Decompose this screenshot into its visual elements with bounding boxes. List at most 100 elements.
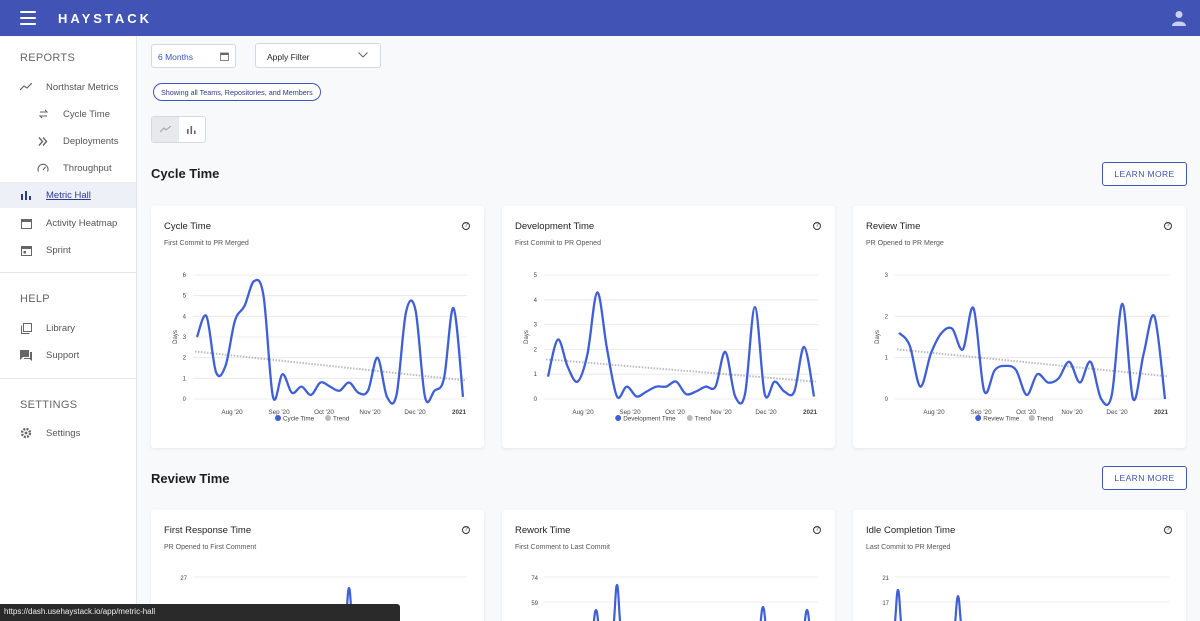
legend-label: Trend (1037, 416, 1054, 423)
y-axis-label: Days (173, 330, 179, 344)
x-tick-label: Nov '20 (1061, 409, 1083, 416)
x-tick-label: 2021 (452, 409, 467, 416)
help-icon[interactable]: ? (1164, 526, 1172, 534)
filter-label: Apply Filter (267, 52, 310, 62)
sidebar-item-label: Throughput (63, 162, 112, 174)
series-line (898, 302, 1167, 407)
line-chart-toggle[interactable] (152, 117, 179, 142)
settings-section-title: SETTINGS (20, 399, 78, 411)
help-icon[interactable]: ? (813, 222, 821, 230)
y-axis-label: Days (524, 330, 530, 344)
chart-idle-completion-time: 21 17 (882, 576, 1169, 621)
chart-first-response-time: 27 (180, 576, 467, 621)
y-tick-label: 0 (885, 397, 889, 403)
x-tick-label: Sep '20 (970, 409, 992, 416)
help-section-title: HELP (20, 293, 50, 305)
y-tick-label: 59 (531, 601, 538, 607)
x-tick-label: Aug '20 (221, 409, 243, 416)
learn-more-button[interactable]: LEARN MORE (1102, 466, 1187, 490)
legend-marker (1028, 415, 1035, 421)
x-tick-label: Nov '20 (359, 409, 381, 416)
y-tick-label: 6 (183, 273, 187, 279)
y-tick-label: 21 (882, 576, 889, 582)
help-icon[interactable]: ? (462, 526, 470, 534)
account-icon[interactable] (1172, 10, 1186, 26)
chart-review-time: 0 1 2 3 Days Aug '20 Sep '20 Oct '20 Nov '20 Dec … (875, 273, 1169, 423)
y-tick-label: 0 (534, 397, 538, 403)
card-subtitle: Last Commit to PR Merged (866, 544, 951, 551)
date-range-picker[interactable]: 6 Months (151, 44, 236, 68)
help-icon[interactable]: ? (1164, 222, 1172, 230)
sidebar-item-library[interactable]: Library (0, 315, 136, 341)
metric-card-idle-completion-time[interactable]: Idle Completion Time Last Commit to PR M… (853, 510, 1186, 621)
y-tick-label: 2 (183, 356, 187, 362)
y-tick-label: 1 (885, 356, 889, 362)
x-tick-label: Dec '20 (755, 409, 777, 416)
bar-chart-icon (187, 125, 196, 134)
calendar-icon (20, 217, 32, 229)
legend-marker (275, 415, 281, 421)
card-title: Idle Completion Time (866, 525, 956, 536)
sidebar-item-metric-hall[interactable]: Metric Hall (0, 182, 136, 208)
metric-card-development-time[interactable]: Development Time First Commit to PR Open… (502, 206, 835, 448)
sidebar-divider (0, 378, 136, 379)
chart-rework-time: 74 59 (531, 576, 818, 621)
series-line-segment (893, 588, 903, 621)
reports-section-title: REPORTS (20, 52, 76, 64)
scope-chip[interactable]: Showing all Teams, Repositories, and Mem… (153, 83, 321, 101)
sidebar-item-label: Support (46, 349, 80, 361)
sidebar-item-label: Cycle Time (63, 108, 110, 120)
legend-label: Trend (333, 416, 350, 423)
metric-card-review-time[interactable]: Review Time PR Opened to PR Merge ? 0 1 2 3… (853, 206, 1186, 448)
chevron-down-icon (358, 52, 368, 58)
card-subtitle: PR Opened to PR Merge (866, 240, 944, 247)
bar-chart-icon (20, 189, 32, 201)
help-icon[interactable]: ? (462, 222, 470, 230)
metric-card-rework-time[interactable]: Rework Time First Comment to Last Commit… (502, 510, 835, 621)
series-line-segment (344, 586, 354, 621)
sidebar-item-support[interactable]: Support (0, 342, 136, 368)
series-line-segment (803, 608, 811, 621)
learn-more-button[interactable]: LEARN MORE (1102, 162, 1187, 186)
apply-filter-dropdown[interactable]: Apply Filter (255, 43, 381, 68)
series-line-segment (612, 583, 622, 621)
y-tick-label: 74 (531, 576, 538, 582)
legend-marker (975, 415, 982, 421)
bar-chart-toggle[interactable] (179, 117, 206, 142)
card-title: Development Time (515, 221, 595, 232)
help-icon[interactable]: ? (813, 526, 821, 534)
trend-line (896, 348, 1168, 378)
y-tick-label: 3 (534, 323, 538, 329)
sidebar-item-deployments[interactable]: Deployments (0, 128, 136, 154)
y-tick-label: 3 (183, 335, 187, 341)
sidebar-item-sprint[interactable]: Sprint (0, 237, 136, 263)
sidebar-item-northstar-metrics[interactable]: Northstar Metrics (0, 74, 136, 100)
y-tick-label: 27 (180, 576, 187, 582)
metric-card-cycle-time[interactable]: Cycle Time First Commit to PR Merged ? 0… (151, 206, 484, 448)
calendar-icon (220, 52, 229, 61)
legend-marker (686, 415, 693, 421)
double-chevron-icon (37, 135, 49, 147)
y-tick-label: 1 (183, 376, 187, 382)
x-tick-label: 2021 (803, 409, 818, 416)
card-subtitle: First Comment to Last Commit (515, 544, 610, 551)
card-title: Cycle Time (164, 221, 211, 232)
haystack-logo[interactable]: HAYSTACK (58, 11, 153, 26)
card-subtitle: First Commit to PR Merged (164, 240, 249, 247)
x-tick-label: Dec '20 (404, 409, 426, 416)
sidebar-item-cycle-time[interactable]: Cycle Time (0, 101, 136, 127)
sidebar-item-settings[interactable]: Settings (0, 420, 136, 446)
x-tick-label: Sep '20 (268, 409, 290, 416)
status-bar-url: https://dash.usehaystack.io/app/metric-h… (0, 604, 400, 621)
sidebar-item-throughput[interactable]: Throughput (0, 155, 136, 181)
legend-marker (615, 415, 622, 421)
y-tick-label: 3 (885, 273, 889, 279)
series-line (195, 278, 465, 405)
repeat-icon (37, 108, 49, 120)
metric-card-first-response-time[interactable]: First Response Time PR Opened to First C… (151, 510, 484, 621)
sidebar-item-activity-heatmap[interactable]: Activity Heatmap (0, 210, 136, 236)
hamburger-menu-icon[interactable] (20, 11, 36, 25)
sidebar-item-label: Settings (46, 427, 81, 439)
sidebar-item-label: Activity Heatmap (46, 217, 118, 229)
library-icon (20, 322, 32, 334)
